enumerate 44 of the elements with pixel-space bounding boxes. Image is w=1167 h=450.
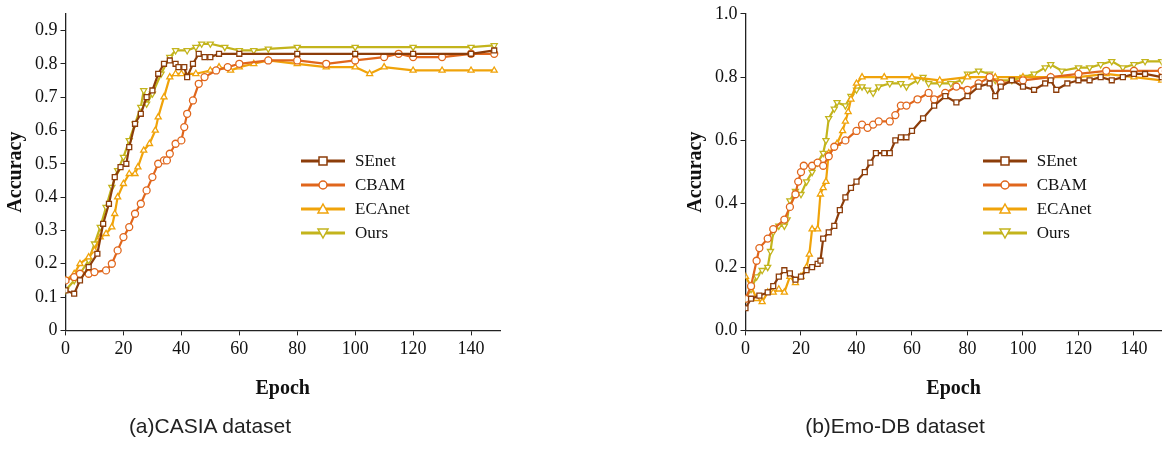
y-tick-label: 0.6 bbox=[715, 129, 738, 150]
legend-label: CBAM bbox=[355, 175, 406, 196]
legend-label: Ours bbox=[355, 223, 389, 244]
y-tick-label: 0.0 bbox=[715, 319, 738, 340]
x-tick-label: 40 bbox=[172, 337, 191, 358]
y-tick-label: 1.0 bbox=[715, 2, 738, 23]
legend-label: CBAM bbox=[1036, 175, 1087, 196]
text: (a)CASIA dataset bbox=[128, 414, 292, 438]
x-tick-label: 20 bbox=[791, 337, 810, 358]
y-tick-label: 0.7 bbox=[35, 85, 58, 106]
y-tick-label: 0.8 bbox=[715, 65, 738, 86]
y-tick-label: 0.4 bbox=[35, 185, 58, 206]
legend-label: SEnet bbox=[1036, 151, 1078, 172]
y-tick-label: 0.6 bbox=[35, 119, 58, 140]
x-tick-label: 120 bbox=[1064, 337, 1092, 358]
legend-label: ECAnet bbox=[355, 199, 410, 220]
legend-label: SEnet bbox=[355, 151, 396, 172]
y-tick-label: 0.4 bbox=[715, 192, 738, 213]
x-tick-label: 80 bbox=[958, 337, 977, 358]
x-tick-label: 20 bbox=[114, 337, 133, 358]
y-tick-label: 0.1 bbox=[35, 285, 58, 306]
x-tick-label: 100 bbox=[1009, 337, 1037, 358]
x-tick-label: 60 bbox=[230, 337, 249, 358]
y-tick-label: 0 bbox=[48, 319, 58, 340]
y-tick-label: 0.2 bbox=[715, 255, 738, 276]
y-tick-label: 0.9 bbox=[35, 19, 58, 40]
x-tick-label: 140 bbox=[457, 337, 485, 358]
y-tick-label: 0.3 bbox=[35, 219, 58, 240]
legend-label: Ours bbox=[1036, 223, 1070, 244]
y-axis-title: Accuracy bbox=[3, 131, 27, 213]
legend-label: ECAnet bbox=[1036, 199, 1092, 220]
x-tick-label: 40 bbox=[847, 337, 866, 358]
x-axis-title: Epoch bbox=[926, 376, 981, 400]
y-tick-label: 0.2 bbox=[35, 252, 58, 273]
x-axis-title: Epoch bbox=[255, 376, 310, 400]
text: (b)Emo-DB dataset bbox=[805, 414, 985, 438]
x-tick-label: 140 bbox=[1120, 337, 1148, 358]
x-tick-label: 100 bbox=[341, 337, 369, 358]
y-tick-label: 0.8 bbox=[35, 52, 58, 73]
y-tick-label: 0.5 bbox=[35, 152, 58, 173]
x-tick-label: 120 bbox=[399, 337, 427, 358]
y-axis-title: Accuracy bbox=[683, 131, 707, 213]
x-tick-label: 80 bbox=[288, 337, 307, 358]
x-tick-label: 60 bbox=[902, 337, 921, 358]
